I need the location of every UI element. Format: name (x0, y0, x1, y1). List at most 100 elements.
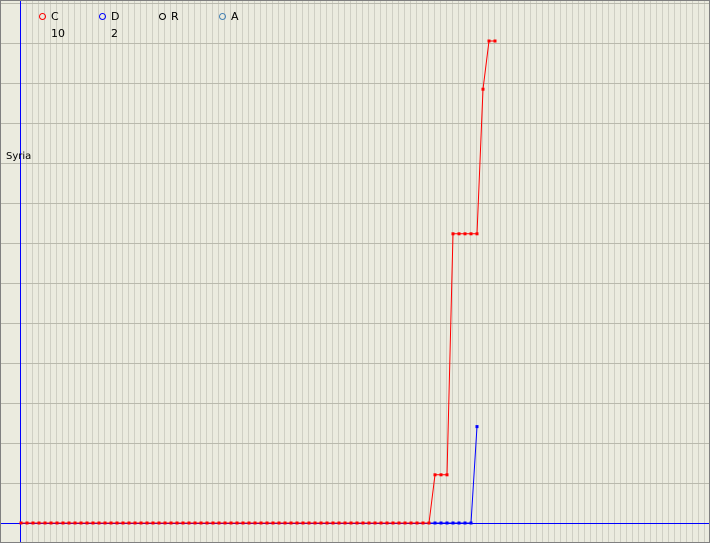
legend-item-r[interactable]: R (159, 9, 179, 23)
series-c-point (223, 521, 227, 525)
series-c-point (151, 521, 155, 525)
series-c-point (307, 521, 311, 525)
series-d-point (433, 521, 437, 525)
series-c-point (391, 521, 395, 525)
series-c-point (199, 521, 203, 525)
series-d-point (451, 521, 455, 525)
series-c-point (67, 521, 71, 525)
series-c-point (367, 521, 371, 525)
series-c-point (169, 521, 173, 525)
series-c-point (55, 521, 59, 525)
y-axis-label: Syria (6, 151, 32, 162)
legend-c-dot-icon (39, 12, 46, 20)
legend-a-label: A (231, 9, 239, 23)
series-c-point (193, 521, 197, 525)
legend-item-d[interactable]: D (99, 9, 119, 23)
series-d (427, 425, 479, 525)
series-c-point (349, 521, 353, 525)
series-c-point (361, 521, 365, 525)
series-c-point (457, 232, 461, 236)
series-c-point (343, 521, 347, 525)
series-c-point (397, 521, 401, 525)
legend-item-c[interactable]: C (39, 9, 59, 23)
series-c-point (217, 521, 221, 525)
series-d-point (439, 521, 443, 525)
horizontal-gridlines (1, 3, 709, 484)
series-c-point (127, 521, 131, 525)
series-d-point (445, 521, 449, 525)
series-c-point (403, 521, 407, 525)
series-c-point (49, 521, 53, 525)
series-d-point (463, 521, 467, 525)
series-c-point (427, 521, 431, 525)
series-c-point (205, 521, 209, 525)
series-c-point (187, 521, 191, 525)
series-c-point (229, 521, 233, 525)
series-c-point (115, 521, 119, 525)
legend-c-label: C (51, 9, 59, 23)
series-c-point (103, 521, 107, 525)
series-c-point (379, 521, 383, 525)
series-c-point (283, 521, 287, 525)
series-d-point (475, 425, 479, 429)
series-d-point (457, 521, 461, 525)
legend-d-label: D (111, 9, 120, 23)
series-c-point (139, 521, 143, 525)
series-layer (19, 39, 497, 525)
series-c-point (337, 521, 341, 525)
series-c-point (277, 521, 281, 525)
series-c-point (295, 521, 299, 525)
series-c-point (415, 521, 419, 525)
series-c-point (25, 521, 29, 525)
series-c-point (175, 521, 179, 525)
series-c (19, 39, 497, 525)
series-c-point (331, 521, 335, 525)
series-c-point (475, 232, 479, 236)
series-c-point (85, 521, 89, 525)
series-c-point (241, 521, 245, 525)
series-c-point (79, 521, 83, 525)
series-c-point (235, 521, 239, 525)
series-c-point (91, 521, 95, 525)
series-c-point (385, 521, 389, 525)
series-c-point (445, 473, 449, 477)
series-d-point (469, 521, 473, 525)
series-c-point (109, 521, 113, 525)
series-c-point (409, 521, 413, 525)
series-c-point (319, 521, 323, 525)
series-c-point (469, 232, 473, 236)
legend-d-dot-icon (99, 12, 106, 20)
series-c-point (211, 521, 215, 525)
series-c-point (157, 521, 161, 525)
series-c-point (439, 473, 443, 477)
series-c-point (373, 521, 377, 525)
legend-r-dot-icon (159, 12, 166, 20)
legend-item-a[interactable]: A (219, 9, 239, 23)
series-c-point (31, 521, 35, 525)
series-c-point (487, 39, 491, 43)
series-c-point (253, 521, 257, 525)
series-c-point (61, 521, 65, 525)
series-c-point (163, 521, 167, 525)
series-c-point (433, 473, 437, 477)
series-c-point (145, 521, 149, 525)
series-c-point (271, 521, 275, 525)
legend-d-count: 2 (111, 27, 118, 40)
series-c-point (73, 521, 77, 525)
vertical-gridlines (26, 1, 705, 542)
series-c-point (421, 521, 425, 525)
series-c-point (19, 521, 23, 525)
series-c-point (97, 521, 101, 525)
series-c-point (451, 232, 455, 236)
series-c-point (37, 521, 41, 525)
series-c-point (181, 521, 185, 525)
series-c-point (301, 521, 305, 525)
series-c-point (289, 521, 293, 525)
series-c-point (481, 87, 485, 91)
series-c-point (265, 521, 269, 525)
legend-r-label: R (171, 9, 179, 23)
series-c-point (313, 521, 317, 525)
series-c-point (121, 521, 125, 525)
series-c-point (247, 521, 251, 525)
